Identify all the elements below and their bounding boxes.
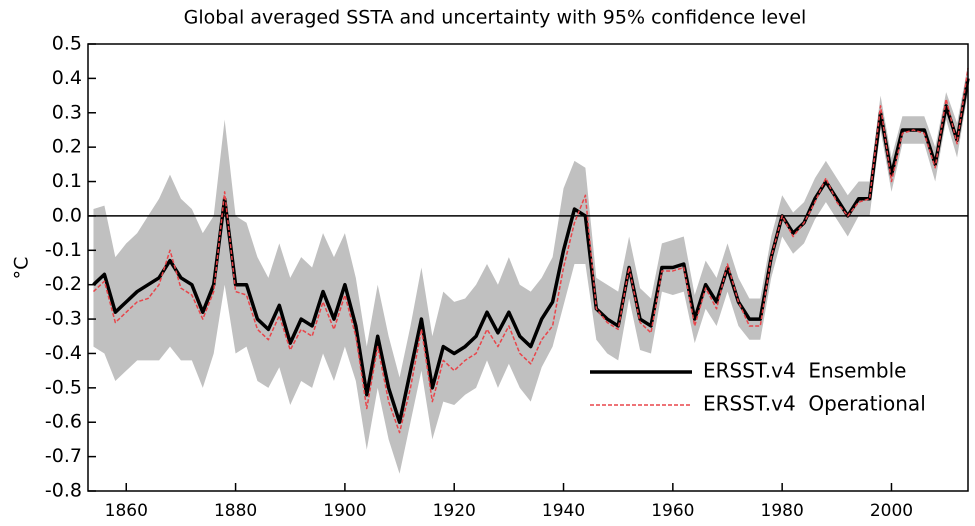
y-tick-label: 0.3: [52, 101, 82, 123]
y-tick-label: -0.3: [45, 308, 82, 330]
y-tick-label: -0.5: [45, 376, 82, 398]
y-tick-label: -0.2: [45, 273, 82, 295]
chart-title: Global averaged SSTA and uncertainty wit…: [184, 7, 807, 29]
x-tick-label: 1860: [105, 501, 148, 521]
plot-frame: [87, 43, 969, 492]
y-tick-label: 0.1: [52, 170, 82, 192]
y-tick-label: 0.5: [52, 33, 82, 55]
y-tick-label: -0.8: [45, 480, 82, 502]
y-tick-label: -0.6: [45, 411, 82, 433]
x-tick-label: 1900: [323, 501, 366, 521]
y-axis-label: °C: [11, 257, 33, 280]
x-tick-label: 1920: [433, 501, 476, 521]
y-tick-label: -0.1: [45, 239, 82, 261]
y-tick-label: -0.4: [45, 342, 82, 364]
y-tick-label: 0.4: [52, 67, 82, 89]
uncertainty-band: [93, 64, 969, 474]
x-tick-label: 1940: [542, 501, 585, 521]
x-tick-label: 1960: [651, 501, 694, 521]
x-tick-label: 2000: [870, 501, 913, 521]
x-tick-label: 1880: [214, 501, 257, 521]
y-tick-label: 0.0: [52, 204, 82, 226]
y-tick-label: -0.7: [45, 445, 82, 467]
series-line: [92, 67, 969, 434]
x-tick-label: 1980: [761, 501, 804, 521]
legend-label: ERSST.v4 Ensemble: [703, 359, 906, 383]
y-tick-label: 0.2: [52, 136, 82, 158]
legend-label: ERSST.v4 Operational: [703, 392, 926, 416]
